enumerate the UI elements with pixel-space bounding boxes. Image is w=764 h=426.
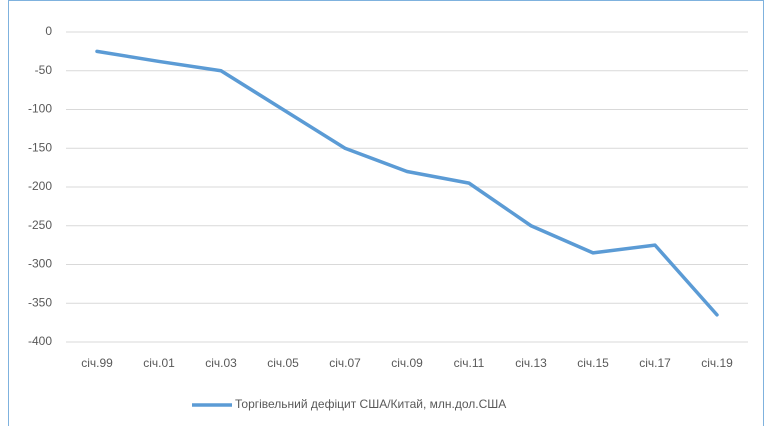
y-tick-label: -250 [28, 218, 52, 232]
y-tick-label: -350 [28, 295, 52, 309]
x-tick-label: січ.09 [391, 356, 423, 370]
y-tick-label: -50 [35, 63, 53, 77]
x-tick-label: січ.01 [143, 356, 175, 370]
x-tick-label: січ.15 [577, 356, 609, 370]
y-tick-label: -400 [28, 334, 52, 348]
y-tick-label: 0 [45, 24, 52, 38]
x-tick-label: січ.19 [701, 356, 733, 370]
x-tick-label: січ.13 [515, 356, 547, 370]
y-tick-label: -100 [28, 102, 52, 116]
y-tick-label: -300 [28, 257, 52, 271]
data-line [95, 49, 719, 317]
legend-label: Торгівельний дефіцит США/Китай, млн.дол.… [235, 397, 506, 411]
x-tick-label: січ.07 [329, 356, 361, 370]
y-tick-label: -150 [28, 140, 52, 154]
x-tick-label: січ.05 [267, 356, 299, 370]
x-tick-label: січ.17 [639, 356, 671, 370]
y-tick-label: -200 [28, 179, 52, 193]
x-tick-label: січ.03 [205, 356, 237, 370]
x-tick-label: січ.99 [81, 356, 113, 370]
x-tick-label: січ.11 [454, 356, 485, 370]
